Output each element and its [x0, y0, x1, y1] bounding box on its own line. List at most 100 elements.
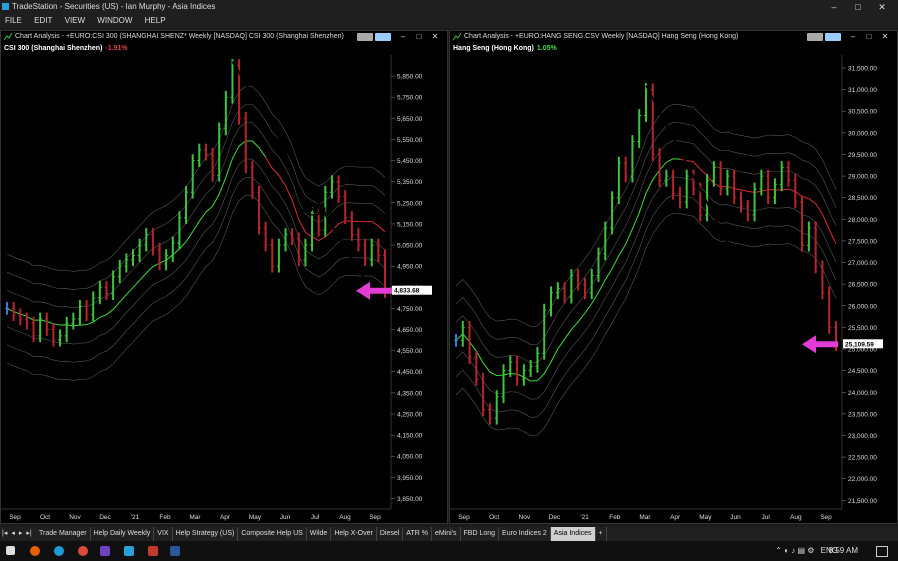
price-bar: [766, 169, 771, 205]
price-bar: [542, 303, 547, 360]
menu-window[interactable]: WINDOW: [97, 16, 133, 25]
price-bar: [515, 355, 520, 386]
windows-start-icon[interactable]: [6, 546, 15, 555]
price-bar: [806, 221, 811, 252]
tab-first-button[interactable]: |◂: [2, 530, 8, 537]
price-bar: [718, 161, 723, 196]
symbol-link-button[interactable]: [357, 33, 374, 42]
x-tick-label: Jun: [730, 514, 741, 521]
envelope-band-line: [455, 122, 837, 346]
workspace-tab[interactable]: +: [596, 527, 607, 541]
workspace-tab[interactable]: Wilde: [307, 527, 332, 541]
y-tick-label: 25,500.00: [848, 325, 877, 332]
app-icon[interactable]: [100, 546, 110, 556]
y-tick-label: 31,000.00: [848, 87, 877, 94]
y-tick-label: 30,000.00: [848, 130, 877, 137]
maximize-button[interactable]: □: [855, 2, 861, 12]
y-tick-label: 4,150.00: [397, 433, 423, 440]
y-tick-label: 4,650.00: [397, 327, 423, 334]
edge-icon[interactable]: [54, 546, 64, 556]
y-tick-label: 31,500.00: [848, 65, 877, 72]
chart-window-header: Chart Analysis - +EURO:HANG SENG.CSV Wee…: [450, 31, 897, 43]
chrome-icon[interactable]: [78, 546, 88, 556]
tradestation-taskbar-icon[interactable]: [124, 546, 134, 556]
link-button[interactable]: [825, 33, 842, 42]
price-bar: [711, 161, 716, 187]
price-chart-csi300[interactable]: 5,850.00 5,750.00 5,650.00 5,550.00 5,450.00…: [1, 31, 447, 523]
workspace-tab[interactable]: eMini's: [432, 527, 461, 541]
workspace-tab[interactable]: VIX: [154, 527, 173, 541]
workspace-tabs-bar: |◂ ◂ ▸ ▸| Trade Manager Help Daily Weekly VIX…: [0, 527, 898, 541]
price-bar: [137, 238, 142, 262]
word-icon[interactable]: [170, 546, 180, 556]
x-tick-label: Sep: [458, 514, 470, 521]
price-bar: [474, 351, 479, 386]
price-bar: [630, 135, 635, 183]
price-bar: [576, 269, 581, 291]
windows-taskbar: ⌃ ◐ ♪ ▤ ⚙ ENG 8:59 AM: [0, 541, 898, 561]
price-bar: [77, 299, 82, 326]
x-tick-label: Nov: [519, 514, 531, 521]
chart-pane-hangseng[interactable]: Chart Analysis - +EURO:HANG SENG.CSV Wee…: [449, 30, 898, 524]
pane-close-button[interactable]: ✕: [431, 32, 439, 41]
app-icon-2[interactable]: [148, 546, 158, 556]
workspace-tab[interactable]: Help Daily Weekly: [91, 527, 155, 541]
y-tick-label: 24,000.00: [848, 390, 877, 397]
workspace-tab[interactable]: Euro Indices 2: [499, 527, 551, 541]
y-tick-label: 24,500.00: [848, 368, 877, 375]
workspace-tab[interactable]: Help Strategy (US): [173, 527, 239, 541]
pane-maximize-button[interactable]: □: [866, 32, 872, 41]
workspace-tab[interactable]: Asia Indices: [550, 527, 596, 541]
window-controls: – □ ✕: [822, 0, 894, 14]
y-tick-label: 5,050.00: [397, 243, 423, 250]
trend-arrow-line: [645, 85, 837, 451]
workspace-tab[interactable]: Diesel: [377, 527, 404, 541]
tray-icons[interactable]: ⌃ ◐ ♪ ▤ ⚙: [775, 546, 815, 555]
pane-maximize-button[interactable]: □: [416, 32, 422, 41]
price-bar: [725, 169, 730, 196]
tab-next-button[interactable]: ▸: [18, 530, 23, 537]
chart-pane-csi300[interactable]: Chart Analysis - +EURO:CSI 300 (SHANGHAI…: [0, 30, 448, 524]
menu-view[interactable]: VIEW: [64, 16, 86, 25]
chart-window-header: Chart Analysis - +EURO:CSI 300 (SHANGHAI…: [1, 31, 447, 43]
language-indicator[interactable]: ENG: [820, 546, 838, 555]
price-chart-hangseng[interactable]: 31,500.00 31,000.00 30,500.00 30,000.00 29,5…: [450, 31, 897, 523]
workspace-tab[interactable]: ATR %: [403, 527, 432, 541]
pane-close-button[interactable]: ✕: [881, 32, 889, 41]
x-tick-label: Mar: [189, 514, 201, 521]
pane-minimize-button[interactable]: –: [400, 32, 406, 41]
price-bar: [290, 228, 295, 246]
price-bar: [460, 321, 465, 347]
firefox-icon[interactable]: [30, 546, 40, 556]
close-button[interactable]: ✕: [878, 2, 886, 12]
tab-prev-button[interactable]: ◂: [11, 530, 15, 537]
price-bar: [250, 160, 255, 199]
clock[interactable]: 8:59 AM: [828, 546, 858, 555]
x-tick-label: Jul: [762, 514, 771, 521]
price-bar: [376, 238, 381, 262]
y-tick-label: 4,750.00: [397, 306, 423, 313]
workspace-tab[interactable]: FBD Long: [461, 527, 500, 541]
pane-minimize-button[interactable]: –: [850, 32, 856, 41]
y-tick-label: 29,000.00: [848, 174, 877, 181]
price-bar: [170, 236, 175, 262]
notifications-icon[interactable]: [876, 546, 888, 557]
y-tick-label: 5,550.00: [397, 137, 423, 144]
price-bar: [650, 83, 655, 161]
last-price-label: 25,109.59: [845, 341, 874, 348]
menu-edit[interactable]: EDIT: [34, 16, 53, 25]
link-button[interactable]: [375, 33, 392, 42]
tab-last-button[interactable]: ▸|: [26, 530, 32, 537]
workspace-tab[interactable]: Help X-Over: [331, 527, 377, 541]
symbol-link-button[interactable]: [807, 33, 824, 42]
workspace-tab[interactable]: Trade Manager: [36, 527, 91, 541]
price-bar: [739, 191, 743, 213]
x-tick-label: Oct: [489, 514, 499, 521]
menu-help[interactable]: HELP: [144, 16, 166, 25]
workspace-tab[interactable]: Composite Help US: [238, 527, 307, 541]
trend-arrowhead: [378, 305, 385, 314]
menu-file[interactable]: FILE: [5, 16, 22, 25]
minimize-button[interactable]: –: [831, 2, 837, 12]
y-tick-label: 26,000.00: [848, 303, 877, 310]
system-tray: ⌃ ◐ ♪ ▤ ⚙ ENG: [771, 541, 838, 561]
